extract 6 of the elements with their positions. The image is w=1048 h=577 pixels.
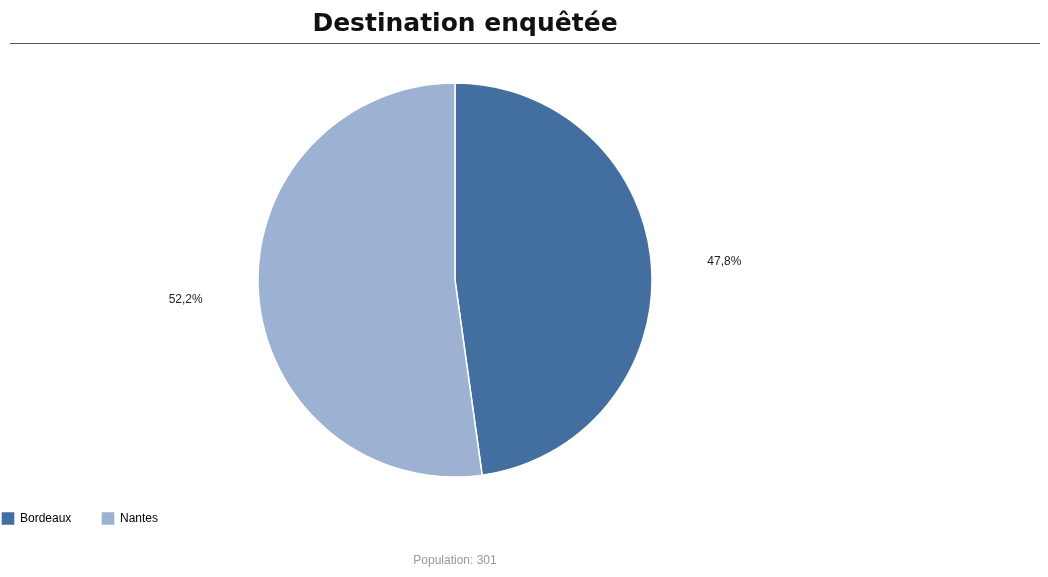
legend-label: Nantes: [120, 511, 159, 526]
chart-title: Destination enquêtée: [311, 8, 619, 37]
data-label: 47,8%: [707, 254, 742, 269]
legend-label: Bordeaux: [20, 511, 72, 526]
text: Population: 301: [412, 553, 498, 567]
data-label: 52,2%: [168, 291, 203, 306]
